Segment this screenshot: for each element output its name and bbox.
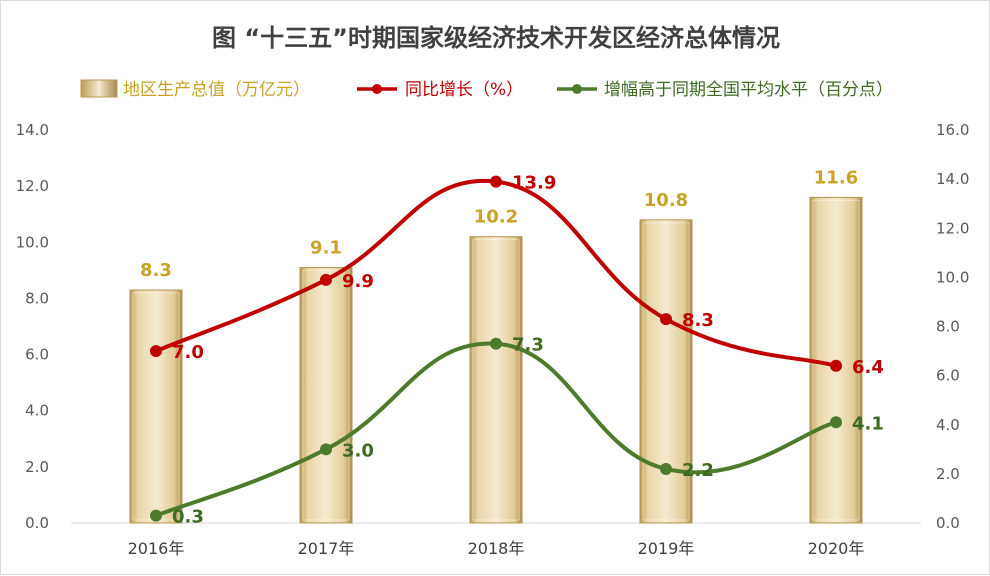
growth-marker	[490, 175, 502, 188]
growth-marker	[320, 273, 332, 286]
legend-swatch-growth-marker	[372, 84, 382, 94]
bar-value-label: 8.3	[140, 260, 172, 281]
bar	[129, 289, 183, 524]
legend-label-growth: 同比增长（%）	[405, 80, 523, 100]
right-tick-label: 6.0	[936, 367, 960, 385]
above-avg-value-label: 7.3	[512, 335, 544, 356]
legend: 地区生产总值（万亿元） 同比增长（%） 增幅高于同期全国平均水平（百分点）	[80, 79, 893, 100]
growth-marker	[150, 345, 162, 358]
above-avg-marker	[830, 416, 842, 429]
left-tick-label: 6.0	[25, 346, 49, 364]
bar	[299, 267, 353, 524]
line-data-labels: 7.0 9.9 13.9 8.3 6.4 0.3 3.0 7.3 2.2 4.1	[172, 173, 884, 528]
left-axis: 0.0 2.0 4.0 6.0 8.0 10.0 12.0 14.0	[16, 121, 49, 532]
above-avg-value-label: 2.2	[682, 460, 714, 481]
bar-bevel	[642, 222, 690, 521]
legend-swatch-gdp	[80, 79, 118, 98]
bar-value-label: 10.2	[474, 207, 518, 228]
growth-value-label: 6.4	[852, 357, 884, 378]
left-tick-label: 2.0	[25, 458, 49, 476]
bar-bevel	[302, 270, 350, 521]
bar-value-label: 10.8	[644, 190, 688, 211]
x-category-label: 2017年	[298, 539, 355, 558]
line-series	[150, 175, 842, 522]
x-axis-categories: 2016年 2017年 2018年 2019年 2020年	[128, 539, 865, 558]
right-tick-label: 10.0	[936, 268, 969, 286]
legend-label-above-avg: 增幅高于同期全国平均水平（百分点）	[604, 80, 893, 100]
right-tick-label: 4.0	[936, 416, 960, 434]
x-category-label: 2018年	[468, 539, 525, 558]
right-tick-label: 8.0	[936, 318, 960, 336]
above-avg-marker	[150, 509, 162, 522]
right-axis: 0.0 2.0 4.0 6.0 8.0 10.0 12.0 14.0 16.0	[936, 121, 969, 532]
right-tick-label: 14.0	[936, 170, 969, 188]
growth-value-label: 8.3	[682, 310, 714, 331]
growth-value-label: 7.0	[172, 342, 204, 363]
legend-swatch-above-avg-marker	[572, 84, 582, 94]
bar-value-label: 11.6	[814, 167, 858, 188]
right-tick-label: 12.0	[936, 219, 969, 237]
left-tick-label: 12.0	[16, 177, 49, 195]
right-tick-label: 16.0	[936, 121, 969, 139]
left-tick-label: 4.0	[25, 402, 49, 420]
bar-value-label: 9.1	[310, 238, 342, 259]
left-tick-label: 0.0	[25, 514, 49, 532]
above-avg-value-label: 0.3	[172, 507, 204, 528]
chart-title: 图 “十三五”时期国家级经济技术开发区经济总体情况	[212, 24, 780, 52]
legend-item-above-avg: 增幅高于同期全国平均水平（百分点）	[557, 80, 893, 100]
right-tick-label: 0.0	[936, 514, 960, 532]
above-avg-marker	[490, 337, 502, 350]
above-avg-marker	[660, 462, 672, 475]
bar-data-labels: 8.3 9.1 10.2 10.8 11.6	[140, 167, 858, 281]
left-tick-label: 14.0	[16, 121, 49, 139]
left-tick-label: 10.0	[16, 233, 49, 251]
x-category-label: 2019年	[638, 539, 695, 558]
above-avg-value-label: 4.1	[852, 413, 884, 434]
bar	[469, 236, 523, 524]
legend-item-growth: 同比增长（%）	[357, 80, 523, 100]
growth-marker	[830, 359, 842, 372]
growth-value-label: 13.9	[512, 173, 556, 194]
growth-marker	[660, 313, 672, 326]
right-tick-label: 2.0	[936, 465, 960, 483]
growth-value-label: 9.9	[342, 271, 374, 292]
above-avg-marker	[320, 443, 332, 456]
legend-label-gdp: 地区生产总值（万亿元）	[123, 80, 310, 100]
x-category-label: 2016年	[128, 539, 185, 558]
left-tick-label: 8.0	[25, 289, 49, 307]
x-category-label: 2020年	[808, 539, 865, 558]
legend-item-gdp: 地区生产总值（万亿元）	[80, 79, 310, 100]
bar-series	[129, 196, 863, 524]
above-avg-value-label: 3.0	[342, 440, 374, 461]
bar-bevel	[472, 239, 520, 521]
